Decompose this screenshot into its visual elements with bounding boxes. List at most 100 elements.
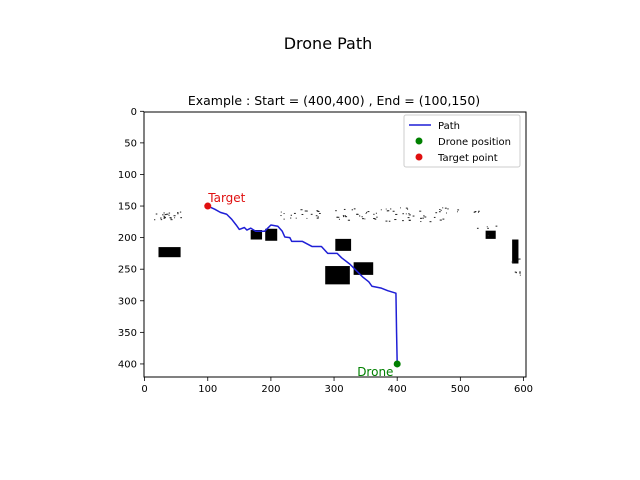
obstacle-speckle <box>486 226 488 228</box>
y-tick-label: 400 <box>118 359 137 370</box>
y-tick-label: 0 <box>131 107 137 118</box>
y-tick-label: 300 <box>118 296 137 307</box>
obstacle-speckle <box>445 212 447 214</box>
legend-drone-swatch <box>415 137 423 145</box>
obstacle-speckle <box>408 213 410 215</box>
obstacle-speckle <box>343 208 346 210</box>
obstacle-speckle <box>335 210 337 212</box>
obstacles-layer <box>158 228 519 285</box>
legend-box <box>403 114 521 168</box>
obstacle-speckle <box>295 217 297 219</box>
obstacle-speckle <box>402 220 404 222</box>
obstacle-speckle <box>337 216 340 218</box>
obstacle-speckle <box>519 274 521 276</box>
obstacle-speckle <box>519 272 521 274</box>
obstacle-speckle <box>306 210 308 212</box>
axes-title: Example : Start = (400,400) , End = (100… <box>188 93 480 108</box>
obstacle-speckle <box>487 235 489 237</box>
obstacle-speckle <box>283 213 285 215</box>
obstacle-speckle <box>163 217 166 219</box>
obstacle-speckle <box>487 227 489 229</box>
obstacle-speckle <box>392 210 395 212</box>
legend: Path Drone position Target point <box>403 114 521 168</box>
obstacle-speckle <box>387 210 390 212</box>
obstacle-speckle <box>364 218 366 220</box>
obstacle-speckle <box>169 217 172 219</box>
obstacle-speckle <box>168 212 171 214</box>
obstacle-speckle <box>511 261 514 263</box>
obstacle-speckle <box>179 211 182 213</box>
obstacle-speckle <box>518 258 521 260</box>
obstacle-1 <box>158 247 181 258</box>
y-tick-label: 150 <box>118 202 137 213</box>
legend-path-label: Path <box>438 121 460 132</box>
obstacle-speckle <box>342 215 344 217</box>
obstacle-speckle <box>365 212 367 214</box>
obstacle-speckle <box>290 217 292 219</box>
obstacle-speckle <box>376 216 378 218</box>
obstacle-speckle <box>362 218 365 220</box>
y-tick-label: 250 <box>118 265 137 276</box>
obstacle-speckle <box>163 216 166 218</box>
obstacle-speckle <box>517 259 519 261</box>
obstacle-speckle <box>336 216 339 218</box>
obstacle-speckle <box>424 216 427 218</box>
obstacle-speckle <box>439 219 442 221</box>
path-layer <box>207 205 398 364</box>
x-axis-ticks: 0 100 200 300 400 500 600 <box>141 377 533 395</box>
obstacle-speckle <box>420 217 423 219</box>
drone-annotation: Drone <box>357 365 393 379</box>
obstacle-speckle <box>163 212 165 214</box>
y-tick-label: 200 <box>118 233 137 244</box>
obstacle-5 <box>325 266 350 285</box>
obstacle-speckle <box>385 208 387 210</box>
obstacle-speckle <box>315 215 318 217</box>
obstacle-3 <box>265 228 278 241</box>
obstacle-speckle <box>386 210 389 212</box>
obstacle-speckle <box>440 209 442 211</box>
obstacle-speckle <box>301 213 304 215</box>
obstacle-speckle <box>347 219 351 221</box>
obstacle-speckle <box>344 215 346 217</box>
obstacle-speckle <box>406 208 409 210</box>
obstacle-speckle <box>317 216 319 218</box>
obstacle-speckle <box>457 209 460 211</box>
obstacle-speckle <box>316 217 319 219</box>
obstacle-speckle <box>180 217 183 219</box>
obstacle-speckle <box>439 208 441 210</box>
legend-target-label: Target point <box>437 153 498 164</box>
x-tick-label: 100 <box>198 384 217 395</box>
obstacle-speckle <box>402 213 404 215</box>
obstacle-speckle <box>166 213 169 215</box>
obstacle-speckle <box>422 217 424 219</box>
path-line <box>207 205 398 364</box>
obstacle-speckle <box>390 208 392 210</box>
legend-target-swatch <box>415 153 423 161</box>
obstacle-speckle <box>407 217 410 219</box>
obstacle-speckle <box>177 212 179 214</box>
obstacle-speckle-layer <box>154 207 521 276</box>
y-tick-label: 100 <box>118 170 137 181</box>
obstacle-speckle <box>317 210 320 212</box>
obstacle-speckle <box>162 214 164 216</box>
obstacle-speckle <box>400 207 401 209</box>
obstacle-speckle <box>519 271 521 273</box>
obstacle-speckle <box>316 210 319 212</box>
obstacle-speckle <box>359 215 361 217</box>
obstacle-speckle <box>351 209 354 211</box>
obstacle-speckle <box>304 210 307 212</box>
obstacle-speckle <box>280 211 282 213</box>
obstacle-speckle <box>442 207 444 209</box>
obstacle-6 <box>353 262 374 275</box>
obstacle-speckle <box>357 213 359 215</box>
obstacle-4 <box>335 238 352 251</box>
obstacle-speckle <box>409 219 411 221</box>
obstacle-speckle <box>367 211 370 213</box>
x-tick-label: 300 <box>325 384 344 395</box>
x-tick-label: 600 <box>514 384 533 395</box>
obstacle-speckle <box>154 219 156 221</box>
obstacle-speckle <box>374 218 377 220</box>
axes-frame <box>143 111 527 378</box>
obstacle-speckle <box>155 213 158 215</box>
